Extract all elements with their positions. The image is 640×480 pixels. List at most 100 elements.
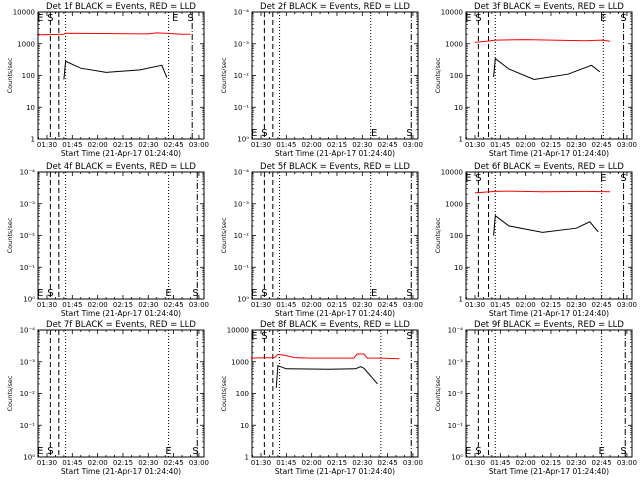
y-tick-label: 10⁻² bbox=[20, 232, 36, 240]
y-tick-label: 10⁻⁴ bbox=[20, 327, 36, 335]
y-tick-label: 100 bbox=[22, 72, 35, 80]
x-tick-label: 02:30 bbox=[138, 301, 158, 309]
y-tick-label: 10⁰ bbox=[451, 454, 463, 462]
plot-frame bbox=[251, 171, 419, 300]
marker-label-e: E bbox=[37, 446, 43, 457]
x-tick-label: 01:30 bbox=[251, 301, 271, 309]
y-tick-label: 10000 bbox=[441, 169, 463, 177]
y-tick-label: 10 bbox=[240, 422, 249, 430]
x-tick-label: 02:30 bbox=[566, 459, 586, 467]
x-tick-label: 02:15 bbox=[327, 459, 347, 467]
marker-label-s: S bbox=[47, 13, 53, 24]
x-tick-label: 02:45 bbox=[164, 141, 184, 149]
y-tick-label: 10⁻³ bbox=[234, 40, 250, 48]
marker-label-s: S bbox=[620, 13, 626, 24]
x-tick-label: 01:30 bbox=[251, 141, 271, 149]
y-axis-label: Counts/sec bbox=[6, 217, 14, 253]
y-tick-label: 10⁰ bbox=[237, 136, 249, 144]
detector-panel-6: Det 6f BLACK = Events, RED = LLD Counts/s… bbox=[434, 162, 637, 318]
detector-panel-3: Det 3f BLACK = Events, RED = LLD Counts/s… bbox=[434, 2, 637, 158]
x-tick-label: 02:30 bbox=[352, 301, 372, 309]
x-tick-label: 01:30 bbox=[251, 459, 271, 467]
detector-panel-5: Det 5f BLACK = Events, RED = LLD Counts/s… bbox=[220, 162, 423, 318]
plot-frame bbox=[465, 329, 633, 458]
panel-title: Det 7f BLACK = Events, RED = LLD bbox=[46, 320, 196, 330]
marker-label-s: S bbox=[475, 446, 481, 457]
x-tick-label: 02:30 bbox=[138, 459, 158, 467]
marker-label-s: S bbox=[406, 331, 412, 342]
y-tick-label: 10000 bbox=[13, 9, 35, 17]
x-tick-label: 01:45 bbox=[490, 459, 510, 467]
marker-label-s: S bbox=[475, 173, 481, 184]
y-tick-label: 10⁻¹ bbox=[234, 104, 250, 112]
x-tick-label: 01:45 bbox=[490, 141, 510, 149]
y-tick-label: 10⁻¹ bbox=[20, 264, 36, 272]
marker-label-s: S bbox=[406, 128, 412, 139]
y-tick-label: 10⁻⁴ bbox=[20, 169, 36, 177]
x-tick-label: 02:45 bbox=[592, 141, 612, 149]
detector-panel-4: Det 4f BLACK = Events, RED = LLD Counts/s… bbox=[6, 162, 209, 318]
x-axis-label: Start Time (21-Apr-17 01:24:40) bbox=[275, 309, 395, 318]
x-tick-label: 03:00 bbox=[403, 459, 423, 467]
x-tick-label: 03:00 bbox=[617, 141, 637, 149]
plot-frame bbox=[251, 11, 419, 140]
x-axis-label: Start Time (21-Apr-17 01:24:40) bbox=[489, 149, 609, 158]
panel-title: Det 5f BLACK = Events, RED = LLD bbox=[260, 162, 410, 172]
y-tick-label: 100 bbox=[236, 390, 249, 398]
y-axis-label: Counts/sec bbox=[434, 57, 442, 93]
x-axis-label: Start Time (21-Apr-17 01:24:40) bbox=[489, 309, 609, 318]
x-tick-label: 02:45 bbox=[378, 301, 398, 309]
y-tick-label: 10000 bbox=[441, 9, 463, 17]
plot-frame bbox=[465, 11, 633, 140]
series-line-events bbox=[275, 365, 378, 388]
y-tick-label: 1 bbox=[459, 136, 463, 144]
y-axis-label: Counts/sec bbox=[434, 375, 442, 411]
panel-title: Det 1f BLACK = Events, RED = LLD bbox=[46, 2, 196, 12]
y-tick-label: 10 bbox=[454, 264, 463, 272]
marker-label-e: E bbox=[371, 288, 377, 299]
y-tick-label: 1 bbox=[31, 136, 35, 144]
plot-frame bbox=[37, 11, 205, 140]
x-tick-label: 01:45 bbox=[62, 301, 82, 309]
detector-panel-8: Det 8f BLACK = Events, RED = LLD Counts/s… bbox=[220, 320, 423, 476]
panel-title: Det 6f BLACK = Events, RED = LLD bbox=[474, 162, 624, 172]
y-tick-label: 10⁻² bbox=[234, 72, 250, 80]
y-tick-label: 10⁻¹ bbox=[234, 264, 250, 272]
series-line-lld bbox=[474, 190, 611, 194]
y-tick-label: 1 bbox=[459, 296, 463, 304]
panel-title: Det 2f BLACK = Events, RED = LLD bbox=[260, 2, 410, 12]
detector-panel-7: Det 7f BLACK = Events, RED = LLD Counts/s… bbox=[6, 320, 209, 476]
marker-label-e: E bbox=[600, 13, 606, 24]
marker-label-e: E bbox=[165, 288, 171, 299]
x-tick-label: 02:00 bbox=[88, 301, 108, 309]
series-line-events bbox=[493, 57, 601, 81]
x-tick-label: 02:30 bbox=[138, 141, 158, 149]
y-tick-label: 10⁻² bbox=[234, 232, 250, 240]
marker-label-e: E bbox=[598, 446, 604, 457]
y-tick-label: 1000 bbox=[231, 358, 249, 366]
x-tick-label: 01:30 bbox=[37, 301, 57, 309]
x-tick-label: 02:15 bbox=[113, 459, 133, 467]
marker-label-e: E bbox=[37, 13, 43, 24]
y-axis-label: Counts/sec bbox=[6, 375, 14, 411]
series-line-lld bbox=[36, 32, 191, 36]
x-tick-label: 02:00 bbox=[88, 459, 108, 467]
y-tick-label: 1000 bbox=[445, 200, 463, 208]
x-tick-label: 02:15 bbox=[541, 141, 561, 149]
x-tick-label: 03:00 bbox=[403, 301, 423, 309]
marker-label-s: S bbox=[187, 13, 193, 24]
y-tick-label: 10⁻⁴ bbox=[448, 327, 464, 335]
y-tick-label: 10⁻³ bbox=[20, 358, 36, 366]
y-tick-label: 10⁻³ bbox=[448, 358, 464, 366]
x-axis-label: Start Time (21-Apr-17 01:24:40) bbox=[275, 149, 395, 158]
x-tick-label: 01:45 bbox=[276, 301, 296, 309]
y-tick-label: 10⁻³ bbox=[20, 200, 36, 208]
x-tick-label: 02:15 bbox=[327, 301, 347, 309]
y-axis-label: Counts/sec bbox=[434, 217, 442, 253]
plot-frame bbox=[465, 171, 633, 300]
plot-frame bbox=[37, 329, 205, 458]
x-tick-label: 03:00 bbox=[617, 301, 637, 309]
x-tick-label: 02:00 bbox=[516, 459, 536, 467]
x-tick-label: 02:15 bbox=[327, 141, 347, 149]
y-tick-label: 10000 bbox=[227, 327, 249, 335]
